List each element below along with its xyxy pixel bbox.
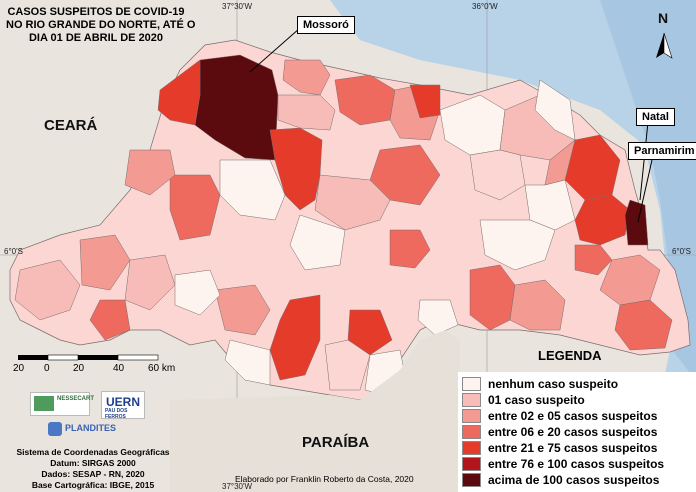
legend-swatch xyxy=(462,376,481,391)
municipality[interactable] xyxy=(277,94,336,131)
municipality[interactable] xyxy=(124,149,176,196)
legend: nenhum caso suspeito 01 caso suspeito entr… xyxy=(458,372,696,492)
municipality[interactable] xyxy=(324,339,371,391)
municipality[interactable] xyxy=(169,174,221,241)
legend-item: 01 caso suspeito xyxy=(462,392,585,407)
municipality[interactable] xyxy=(417,299,459,336)
municipality[interactable] xyxy=(89,299,131,341)
municipality[interactable] xyxy=(347,309,393,356)
legend-title: LEGENDA xyxy=(538,348,602,363)
municipality[interactable] xyxy=(124,254,176,311)
scale-tick: 20 xyxy=(73,363,85,374)
logo-nessecart-text: NESSECART xyxy=(57,396,95,402)
municipality[interactable] xyxy=(289,214,346,271)
municipality[interactable] xyxy=(574,244,613,276)
label-paraiba: PARAÍBA xyxy=(302,434,370,451)
logo-uern-text: UERN xyxy=(106,395,141,409)
scale-bar xyxy=(18,354,159,361)
plandites-emblem-icon xyxy=(48,422,62,436)
scale-tick: 60 km xyxy=(148,363,176,374)
municipality-natal[interactable] xyxy=(624,199,649,246)
legend-label: nenhum caso suspeito xyxy=(488,376,619,391)
legend-label: entre 76 e 100 casos suspeitos xyxy=(488,456,665,471)
coord-lon-right-top: 36°0'W xyxy=(472,2,498,11)
legend-swatch xyxy=(462,440,481,455)
paraiba-land xyxy=(170,330,460,492)
legend-swatch xyxy=(462,472,481,487)
legend-item: entre 76 e 100 casos suspeitos xyxy=(462,456,664,471)
municipality[interactable] xyxy=(534,79,576,141)
legend-item: entre 06 e 20 casos suspeitos xyxy=(462,424,657,439)
title-line: CASOS SUSPEITOS DE COVID-19 xyxy=(7,6,185,18)
municipality[interactable] xyxy=(79,234,131,291)
municipality[interactable] xyxy=(614,299,673,351)
legend-item: nenhum caso suspeito xyxy=(462,376,618,391)
legend-label: entre 06 e 20 casos suspeitos xyxy=(488,424,658,439)
nessecart-emblem-icon xyxy=(34,396,54,411)
north-arrow-icon xyxy=(656,32,673,59)
municipality[interactable] xyxy=(14,259,81,321)
title-line: NO RIO GRANDE DO NORTE, ATÉ O xyxy=(6,19,196,31)
credit-text: Elaborado por Franklin Roberto da Costa,… xyxy=(235,474,414,484)
scale-tick: 20 xyxy=(13,363,25,374)
north-label: N xyxy=(658,10,669,26)
info-line: Base Cartográfica: IBGE, 2015 xyxy=(31,480,155,490)
municipality[interactable] xyxy=(389,229,431,269)
coord-lat-left: 6°0'S xyxy=(4,247,23,256)
callout-natal: Natal xyxy=(636,108,675,126)
legend-swatch xyxy=(462,424,481,439)
municipality[interactable] xyxy=(479,219,556,271)
municipality[interactable] xyxy=(509,279,566,331)
map-title: CASOS SUSPEITOS DE COVID-19 NO RIO GRAND… xyxy=(6,6,196,45)
municipality[interactable] xyxy=(409,84,441,119)
coord-lon-left-bottom: 37°30'W xyxy=(222,482,253,491)
municipality[interactable] xyxy=(269,294,321,381)
municipalities xyxy=(14,54,673,396)
info-line: Sistema de Coordenadas Geográficas xyxy=(16,447,170,457)
coord-lon-left-top: 37°30'W xyxy=(222,2,253,11)
legend-label: 01 caso suspeito xyxy=(488,392,585,407)
municipality[interactable] xyxy=(214,284,271,336)
municipality[interactable] xyxy=(314,174,391,231)
callout-mossoro: Mossoró xyxy=(297,16,355,34)
info-line: Dados: SESAP - RN, 2020 xyxy=(41,469,145,479)
coord-lat-right: 6°0'S xyxy=(672,247,691,256)
municipality[interactable] xyxy=(157,59,201,126)
legend-label: acima de 100 casos suspeitos xyxy=(488,472,660,487)
legend-swatch xyxy=(462,408,481,423)
municipality[interactable] xyxy=(269,127,323,211)
legend-label: entre 02 e 05 casos suspeitos xyxy=(488,408,658,423)
logo-uern-sub: PAU DOS FERROS xyxy=(105,408,128,420)
callout-parnamirim: Parnamirim xyxy=(628,142,696,160)
logo-plandites-text: PLANDITES xyxy=(65,423,117,433)
legend-label: entre 21 e 75 casos suspeitos xyxy=(488,440,658,455)
logo-plandites: PLANDITES xyxy=(48,420,120,440)
legend-swatch xyxy=(462,456,481,471)
municipality[interactable] xyxy=(174,269,221,316)
title-line: DIA 01 DE ABRIL DE 2020 xyxy=(28,32,164,44)
municipality[interactable] xyxy=(224,339,271,386)
legend-item: acima de 100 casos suspeitos xyxy=(462,472,659,487)
municipality[interactable] xyxy=(574,194,631,246)
scale-tick: 40 xyxy=(113,363,125,374)
map-info: Sistema de Coordenadas Geográficas Datum… xyxy=(4,447,182,491)
scale-tick: 0 xyxy=(44,363,50,374)
label-ceara: CEARÁ xyxy=(44,117,98,134)
info-line: Datum: SIRGAS 2000 xyxy=(50,458,136,468)
leader-lines xyxy=(249,27,653,223)
logo-nessecart: NESSECART xyxy=(30,392,94,416)
legend-swatch xyxy=(462,392,481,407)
logo-uern: UERN PAU DOS FERROS xyxy=(101,391,145,420)
legend-item: entre 02 e 05 casos suspeitos xyxy=(462,408,657,423)
legend-item: entre 21 e 75 casos suspeitos xyxy=(462,440,657,455)
